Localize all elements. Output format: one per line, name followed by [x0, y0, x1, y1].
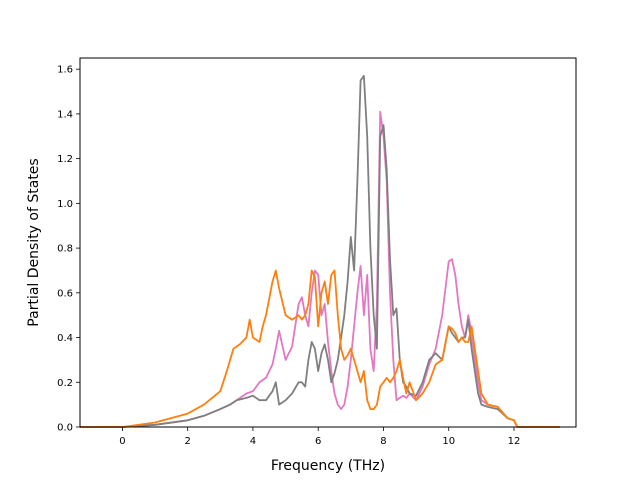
- y-tick-label: 0.0: [57, 423, 73, 434]
- y-tick-label: 1.0: [57, 199, 73, 210]
- x-axis-ticks: 0 2 4 6 8 10 12: [119, 427, 520, 447]
- x-tick-label: 0: [119, 436, 125, 447]
- x-tick-label: 6: [315, 436, 321, 447]
- y-tick-label: 1.2: [57, 154, 73, 165]
- y-tick-label: 0.6: [57, 288, 73, 299]
- x-tick-label: 8: [380, 436, 386, 447]
- y-tick-label: 1.4: [57, 109, 73, 120]
- x-tick-label: 2: [184, 436, 190, 447]
- x-tick-label: 12: [508, 436, 521, 447]
- series-line-3: [80, 269, 560, 428]
- y-axis-label: Partial Density of States: [26, 158, 42, 326]
- y-axis-ticks: 0.0 0.2 0.4 0.6 0.8 1.0 1.2 1.4 1.6: [57, 65, 80, 434]
- x-axis-label: Frequency (THz): [271, 458, 385, 474]
- y-tick-label: 0.8: [57, 244, 73, 255]
- y-tick-label: 1.6: [57, 65, 73, 76]
- series-line-1: [80, 110, 560, 428]
- x-tick-label: 4: [250, 436, 256, 447]
- x-tick-label: 10: [442, 436, 455, 447]
- y-tick-label: 0.4: [57, 333, 73, 344]
- y-tick-label: 0.2: [57, 378, 73, 389]
- plot-frame: [79, 57, 577, 428]
- series-line-2: [80, 75, 560, 428]
- series-layer: [80, 75, 560, 428]
